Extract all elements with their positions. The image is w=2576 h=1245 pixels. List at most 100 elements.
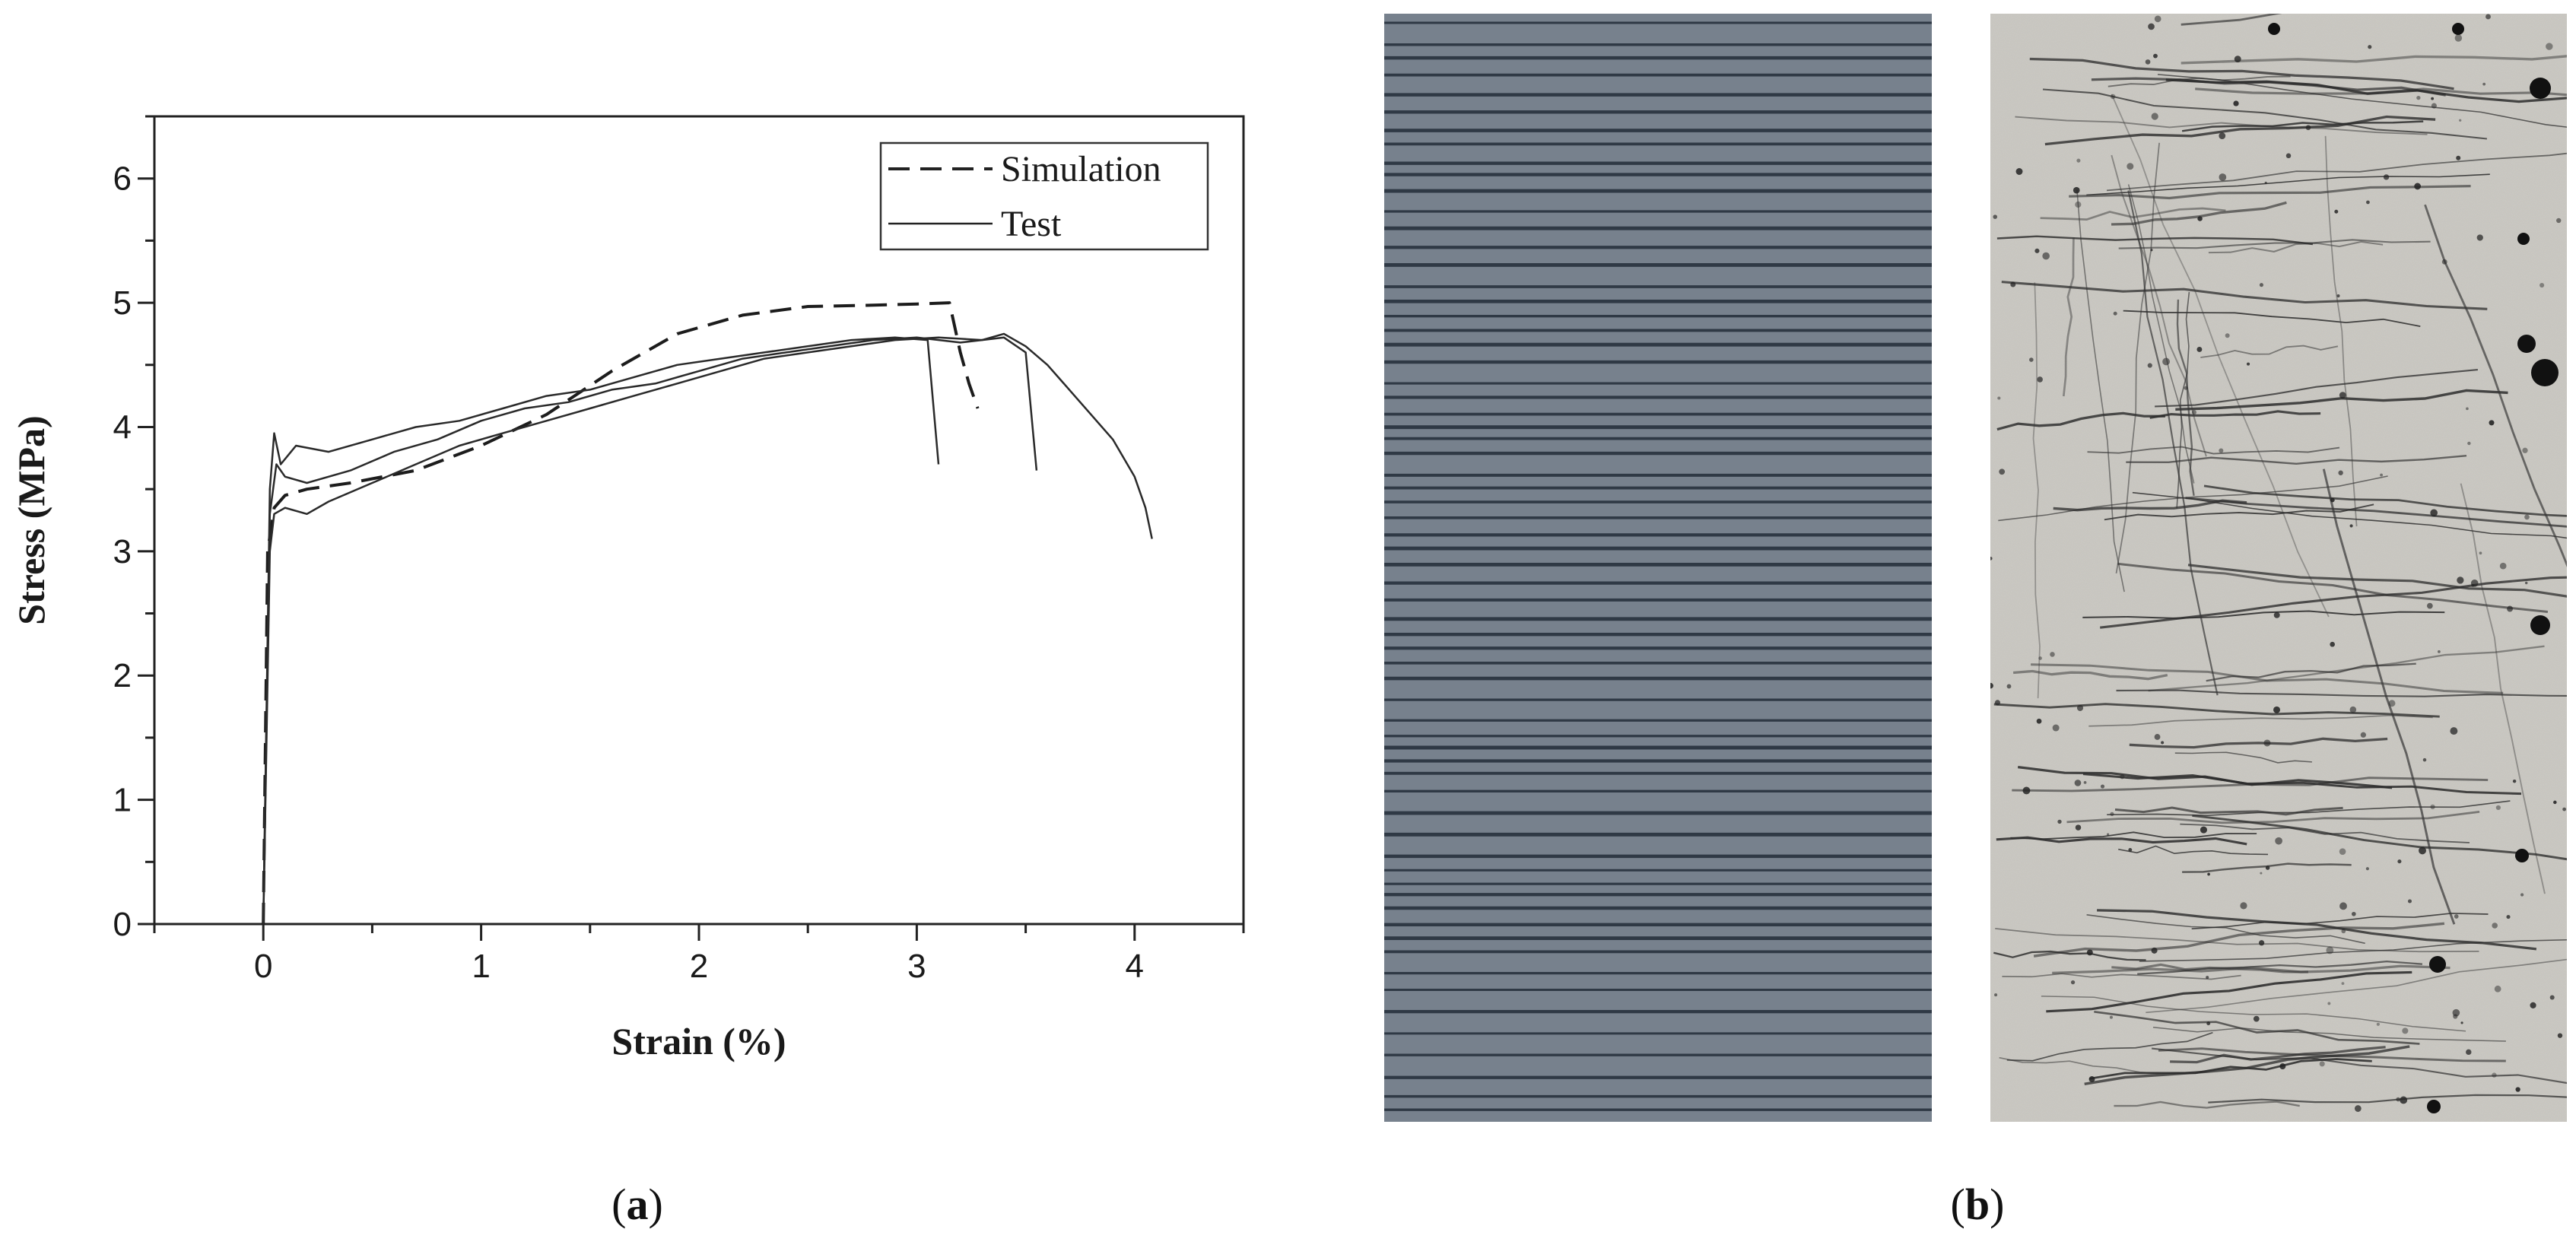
photo-crack-trace bbox=[2195, 87, 2567, 97]
photo-void bbox=[2219, 448, 2224, 453]
x-axis-ticks bbox=[153, 924, 1245, 941]
photo-void bbox=[2524, 581, 2528, 585]
photo-crack-trace bbox=[2139, 939, 2567, 962]
photo-crack-trace bbox=[1998, 475, 2388, 522]
photo-void bbox=[2466, 407, 2469, 411]
photo-void bbox=[2219, 132, 2226, 139]
photo-void bbox=[2036, 718, 2042, 724]
photo-void bbox=[2507, 605, 2514, 612]
y-tick-label: 4 bbox=[113, 408, 132, 446]
photo-void bbox=[2073, 186, 2080, 194]
test-curve-2 bbox=[262, 336, 1038, 925]
photo-void bbox=[2422, 757, 2427, 762]
photo-void bbox=[2207, 872, 2210, 876]
photo-crack-trace bbox=[2087, 446, 2340, 455]
photo-void bbox=[2240, 902, 2247, 910]
photo-void bbox=[2517, 335, 2536, 353]
photo-void bbox=[2419, 846, 2426, 855]
photo-void bbox=[2075, 824, 2082, 831]
photo-crack-trace bbox=[2091, 77, 2446, 97]
photo-void bbox=[2113, 311, 2117, 316]
photo-void bbox=[2196, 347, 2203, 352]
photo-crack-trace bbox=[2157, 74, 2567, 128]
photo-void bbox=[2396, 1097, 2400, 1102]
photo-crack-trace bbox=[2174, 751, 2312, 764]
photo-void bbox=[2247, 362, 2250, 366]
photo-voids bbox=[1990, 14, 2566, 1113]
photo-void bbox=[2330, 497, 2335, 503]
photo-crack-trace bbox=[2208, 1094, 2567, 1104]
y-tick-label: 2 bbox=[113, 657, 132, 694]
test-curve-1 bbox=[262, 336, 940, 925]
photo-crack-trace bbox=[2118, 239, 2431, 249]
photo-void bbox=[2034, 248, 2040, 253]
photo-crack-trace bbox=[2191, 913, 2489, 930]
photo-void bbox=[2029, 357, 2034, 362]
simulation-curve bbox=[262, 301, 980, 925]
photo-crack-trace bbox=[2181, 55, 2567, 65]
photo-crack-trace bbox=[2094, 1010, 2420, 1045]
photo-void bbox=[2334, 209, 2339, 214]
photo-void bbox=[2148, 23, 2155, 30]
photo-void bbox=[2338, 470, 2343, 475]
photo-crack-trace bbox=[2082, 773, 2522, 796]
x-axis-title: Strain (%) bbox=[611, 1020, 786, 1062]
photo-void bbox=[2120, 774, 2125, 780]
photo-crack-trace bbox=[1993, 703, 2440, 718]
photo-crack-trace bbox=[2082, 610, 2445, 619]
photo-void bbox=[2234, 56, 2241, 63]
photo-void bbox=[2326, 946, 2334, 954]
photo-void bbox=[2153, 53, 2158, 59]
photo-crack-trace bbox=[2111, 963, 2308, 973]
photo-void bbox=[2495, 805, 2501, 811]
photo-crack-trace bbox=[2123, 310, 2421, 327]
photo-crack-trace bbox=[1996, 235, 2314, 246]
photo-void bbox=[2042, 252, 2050, 260]
photo-crack-trace bbox=[2155, 369, 2479, 408]
y-axis-tick-labels: 0 1 2 3 4 5 6 bbox=[113, 160, 132, 943]
photo-crack-trace bbox=[2324, 135, 2358, 527]
photo-void bbox=[2050, 652, 2055, 657]
photo-void bbox=[2438, 650, 2441, 653]
photo-crack-trace bbox=[2146, 958, 2567, 1014]
photo-void bbox=[2349, 706, 2357, 713]
photo-void bbox=[2161, 741, 2165, 745]
panel-a-label: (a) bbox=[611, 1180, 663, 1229]
photo-void bbox=[2430, 804, 2435, 810]
photo-crack-trace bbox=[2046, 970, 2412, 1013]
x-tick-label: 2 bbox=[690, 948, 708, 985]
photo-void bbox=[2539, 282, 2545, 288]
photo-void bbox=[2151, 947, 2158, 954]
photo-void bbox=[2383, 174, 2390, 180]
photo-void bbox=[2088, 1076, 2095, 1082]
photo-crack-trace bbox=[2180, 823, 2470, 843]
photo-crack-trace bbox=[2104, 503, 2374, 521]
photo-crack-trace bbox=[2097, 909, 2537, 951]
photo-void bbox=[2206, 1021, 2211, 1026]
y-axis-title: Stress (MPa) bbox=[10, 415, 52, 624]
photo-void bbox=[2426, 602, 2433, 609]
photo-crack-trace bbox=[2151, 1047, 2567, 1085]
photo-void bbox=[2452, 23, 2464, 35]
photo-void bbox=[2397, 859, 2402, 864]
photo-crack-trace bbox=[2185, 497, 2567, 528]
photo-void bbox=[2349, 524, 2353, 528]
photo-void bbox=[2431, 103, 2437, 109]
photo-crack-trace bbox=[2322, 468, 2456, 925]
photo-void bbox=[2368, 45, 2372, 49]
photo-void bbox=[2100, 784, 2105, 789]
photo-void bbox=[1994, 700, 2001, 706]
x-tick-label: 3 bbox=[907, 948, 926, 985]
photo-void bbox=[1999, 468, 2006, 475]
photo-void bbox=[2494, 985, 2501, 993]
photo-void bbox=[2154, 734, 2161, 740]
photo-void bbox=[2557, 1033, 2563, 1038]
photo-void bbox=[2351, 911, 2356, 916]
photo-crack-trace bbox=[2069, 185, 2471, 200]
photo-crack-trace bbox=[2206, 662, 2416, 682]
photo-void bbox=[2162, 357, 2170, 366]
legend: Simulation Test bbox=[879, 141, 1209, 251]
photo-crack-trace bbox=[2076, 189, 2125, 592]
photo-crack-trace bbox=[2170, 1046, 2386, 1064]
photo-void bbox=[2530, 78, 2551, 99]
